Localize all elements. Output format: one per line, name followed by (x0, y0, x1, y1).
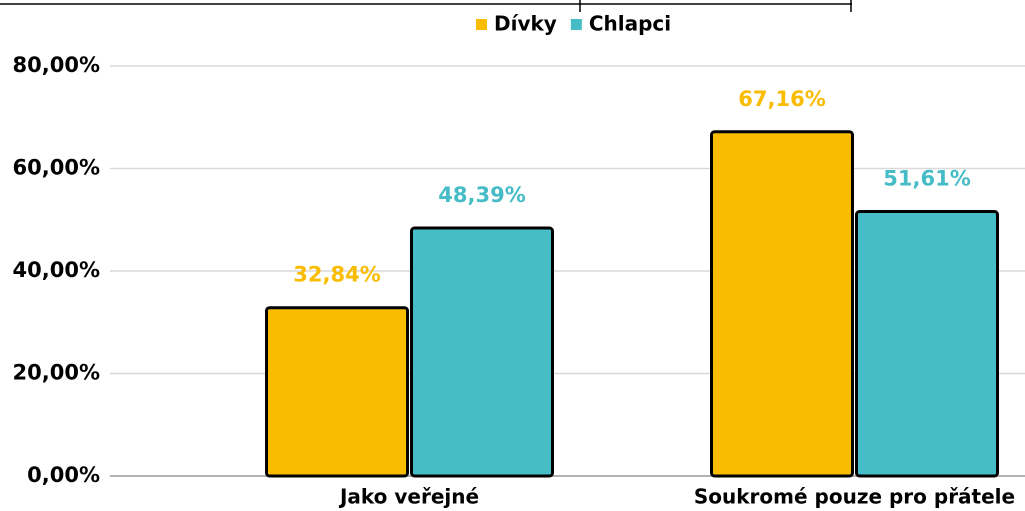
x-tick-label: Jako veřejné (338, 485, 479, 509)
legend-swatch (570, 19, 582, 30)
bar (410, 226, 554, 478)
bar (855, 209, 999, 478)
y-tick-label: 60,00% (13, 156, 100, 180)
legend-label: Chlapci (589, 12, 671, 36)
y-tick-label: 80,00% (13, 53, 100, 77)
x-tick-label: Soukromé pouze pro přátele (694, 485, 1015, 509)
y-tick-label: 40,00% (13, 258, 100, 282)
legend-label: Dívky (494, 12, 557, 36)
y-tick-label: 0,00% (27, 463, 100, 487)
value-label: 67,16% (738, 87, 825, 111)
bar (265, 306, 409, 478)
y-tick-label: 20,00% (13, 361, 100, 385)
legend-swatch (476, 19, 487, 30)
value-label: 51,61% (883, 166, 970, 190)
value-label: 32,84% (293, 263, 380, 287)
value-label: 48,39% (438, 183, 525, 207)
bar (710, 130, 854, 478)
